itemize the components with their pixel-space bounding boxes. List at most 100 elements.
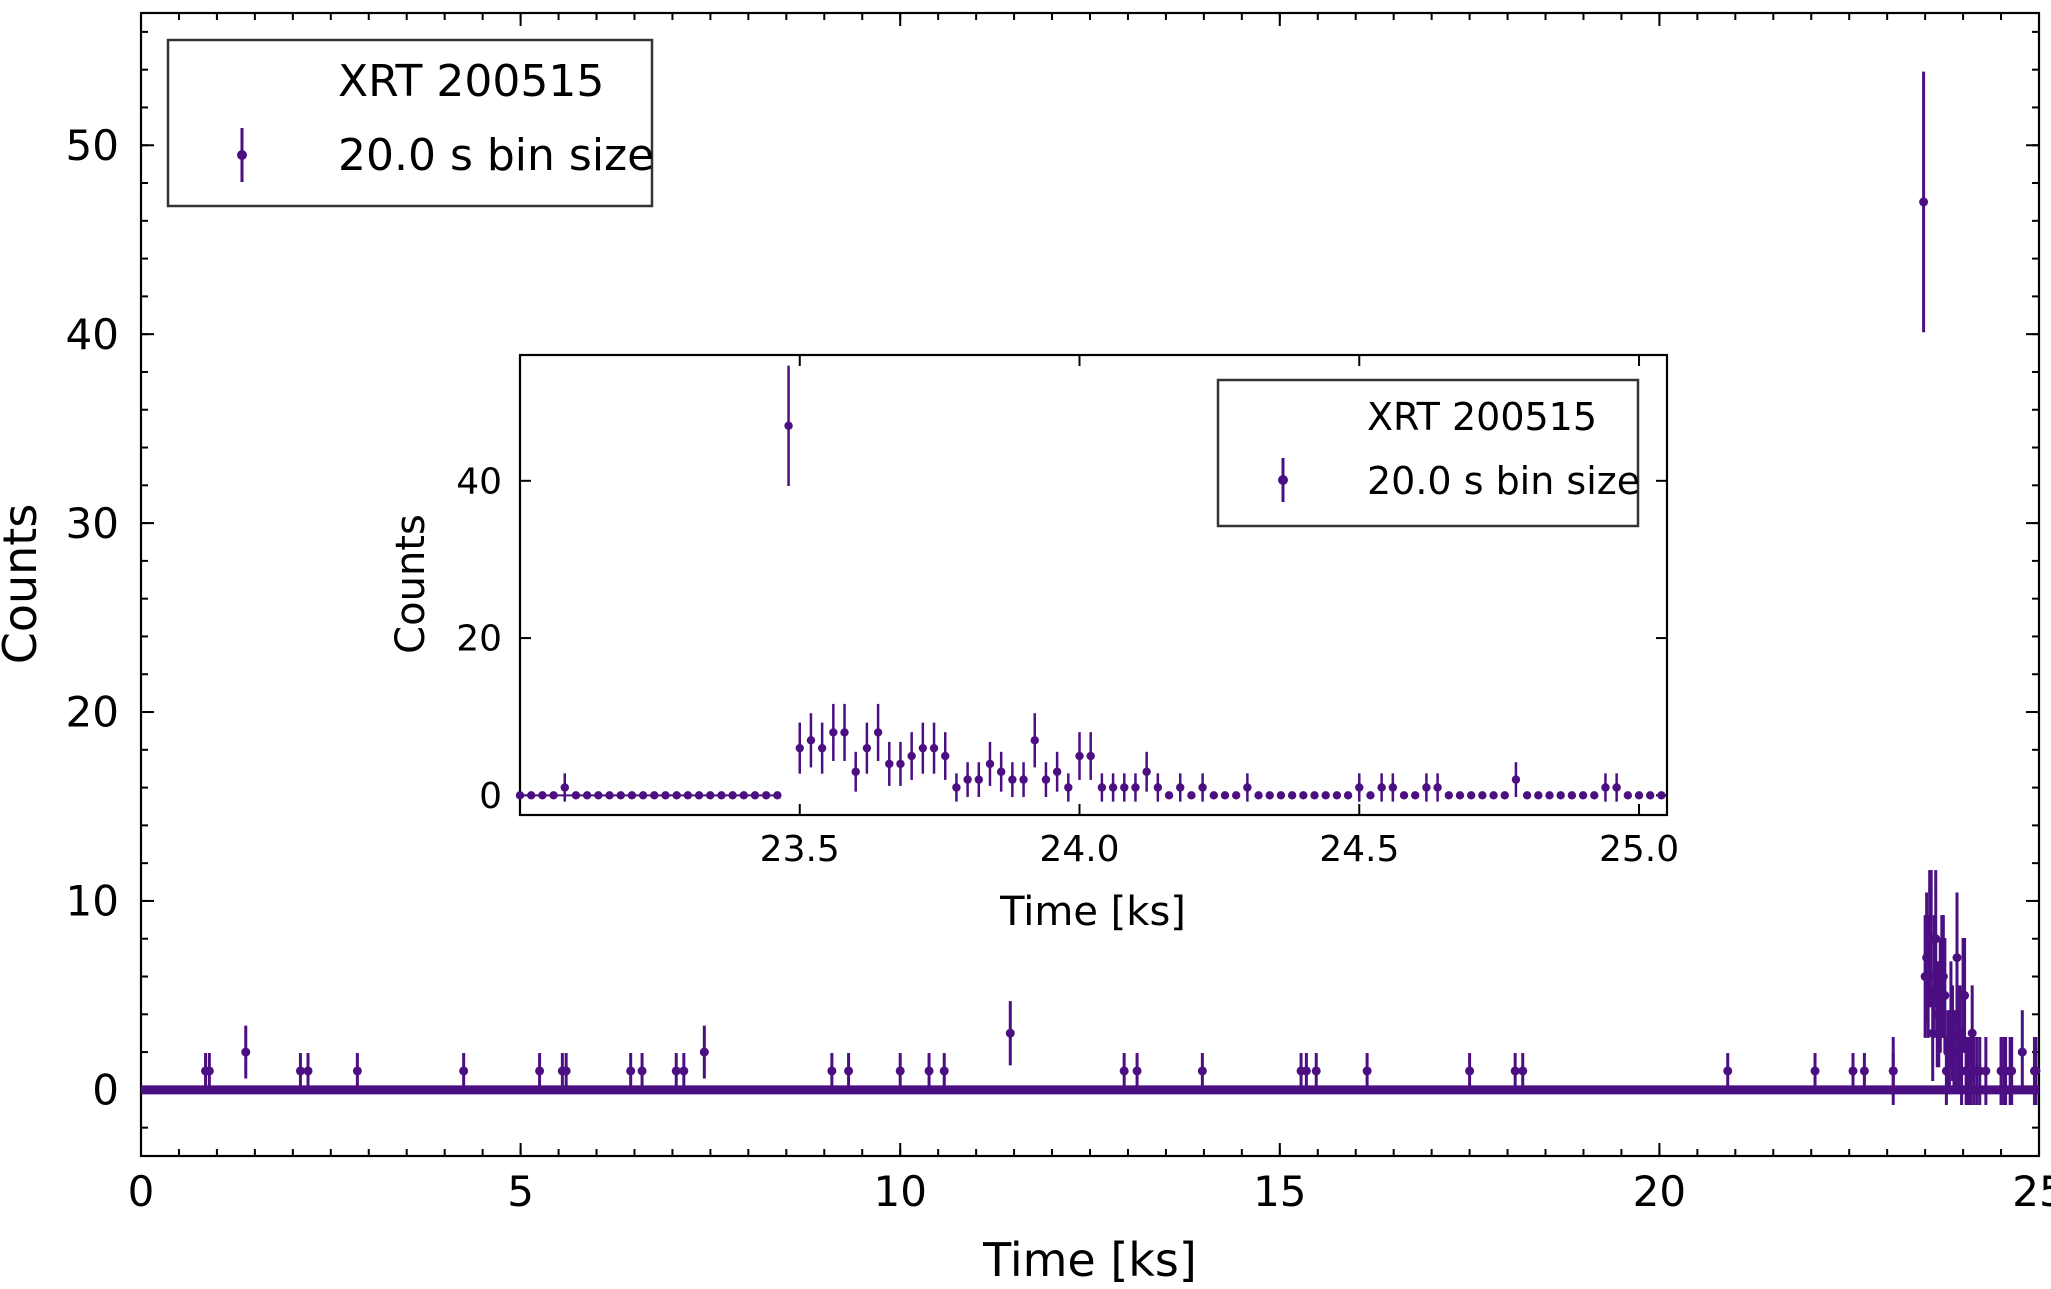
- inset-data-point: [1388, 773, 1398, 802]
- inset-legend-box: [1216, 378, 1640, 528]
- inset-x-tick: 24.5: [1319, 355, 1399, 870]
- inset-data-point: [1198, 773, 1207, 802]
- main-x-tick-label: 5: [507, 1167, 534, 1216]
- inset-data-point: [1287, 791, 1297, 800]
- inset-data-point: [862, 722, 872, 774]
- inset-data-point: [1366, 791, 1375, 800]
- inset-data-point: [952, 773, 961, 802]
- main-data-point: [295, 1053, 305, 1089]
- main-x-tick-label: 10: [873, 1167, 926, 1216]
- inset-data-point: [795, 722, 804, 774]
- main-x-tick: 5: [507, 13, 534, 1216]
- inset-plot-frame: [518, 353, 1669, 817]
- main-data-point: [637, 1053, 647, 1089]
- inset-data-point: [1556, 791, 1565, 800]
- inset-data-point: [996, 751, 1006, 792]
- main-data-point: [1197, 1053, 1207, 1089]
- inset-data-point: [560, 773, 569, 802]
- inset-data-point: [1466, 791, 1476, 800]
- main-data-point: [241, 1025, 251, 1079]
- main-x-tick-label: 25: [2012, 1167, 2051, 1216]
- inset-data-point: [1522, 791, 1532, 800]
- main-data-point: [1848, 1053, 1858, 1089]
- inset-data-point: [1612, 773, 1621, 802]
- inset-ticks: 23.5 24.0 24.5 25.0 0 20 40: [456, 355, 1679, 870]
- inset-data-point: [1534, 791, 1543, 800]
- inset-data-point: [1231, 791, 1241, 800]
- inset-data-point: [1545, 791, 1554, 800]
- inset-data-point: [1355, 773, 1364, 802]
- inset-legend-title: XRT 200515: [1367, 395, 1597, 439]
- inset-data-point: [784, 365, 793, 486]
- inset-data-point: [1265, 791, 1274, 800]
- main-y-tick-label: 50: [66, 121, 119, 170]
- main-data-point: [1005, 1001, 1015, 1066]
- inset-data-point: [829, 703, 838, 761]
- main-data-point: [1859, 1053, 1869, 1089]
- main-y-tick-label: 20: [66, 688, 119, 737]
- inset-data-point: [885, 741, 894, 786]
- inset-data-point: [1455, 791, 1465, 800]
- main-data-point: [459, 1053, 469, 1089]
- inset-data-point: [1478, 791, 1487, 800]
- main-data-point: [352, 1053, 362, 1089]
- inset-data-point: [985, 741, 995, 786]
- inset-data-point: [1243, 773, 1252, 802]
- inset-data-point: [1220, 791, 1230, 800]
- inset-data-point: [1209, 791, 1218, 800]
- inset-data-point: [817, 722, 827, 774]
- inset-x-tick: 25.0: [1599, 355, 1679, 870]
- inset-data-point: [907, 732, 916, 780]
- inset-data-point: [896, 741, 905, 786]
- main-data-point: [303, 1053, 313, 1089]
- inset-data-point: [1634, 791, 1644, 800]
- main-x-tick-label: 20: [1633, 1167, 1686, 1216]
- main-x-tick-label: 15: [1253, 1167, 1306, 1216]
- inset-data-point: [1321, 791, 1330, 800]
- inset-legend: XRT 200515 20.0 s bin size: [1216, 378, 1640, 528]
- inset-data-point: [1310, 791, 1319, 800]
- main-x-tick-label: 0: [128, 1167, 155, 1216]
- inset-data-point: [1343, 791, 1353, 800]
- inset-x-tick-label: 25.0: [1599, 829, 1679, 870]
- inset-data-point: [1176, 773, 1185, 802]
- main-data-point: [1518, 1053, 1528, 1089]
- main-data-point: [679, 1053, 689, 1089]
- inset-y-tick: 40: [456, 461, 1667, 502]
- main-data-point: [1723, 1053, 1733, 1089]
- inset-data-point: [974, 762, 983, 798]
- inset-data-point: [941, 732, 950, 780]
- inset-x-axis-label: Time [ks]: [999, 889, 1186, 935]
- inset-legend-marker: [1278, 458, 1288, 502]
- main-x-tick: 25: [2012, 13, 2051, 1216]
- inset-y-tick-label: 40: [456, 461, 502, 502]
- inset-data-point: [1590, 791, 1599, 800]
- main-data-point: [561, 1053, 571, 1089]
- main-flare-point: [2031, 1036, 2041, 1105]
- inset-data-point: [1108, 773, 1118, 802]
- main-data: [141, 71, 2041, 1105]
- main-panel: 0 5 10 15 20 25 0 10 20 30 40 50 Time [ks] Counts X…: [0, 11, 2051, 1287]
- inset-x-tick: 23.5: [760, 355, 840, 870]
- inset-data-point: [851, 751, 860, 792]
- inset-data-point: [1153, 773, 1163, 802]
- inset-data-point: [1052, 751, 1062, 792]
- main-data-point: [1311, 1053, 1321, 1089]
- inset-data-point: [1019, 762, 1028, 798]
- inset-data-point: [1276, 791, 1286, 800]
- inset-data-point: [1511, 762, 1521, 798]
- main-data-point: [626, 1053, 636, 1089]
- inset-data-point: [873, 703, 883, 761]
- main-legend-box: [166, 38, 654, 208]
- inset-data-point: [1187, 791, 1196, 800]
- inset-y-tick-label: 20: [456, 619, 502, 660]
- inset-x-tick-label: 24.0: [1039, 829, 1119, 870]
- inset-data-point: [1299, 791, 1308, 800]
- inset-data-point: [1500, 791, 1509, 800]
- main-y-tick: 20: [66, 688, 2039, 737]
- main-data-point: [1919, 71, 1929, 333]
- inset-data-point: [1399, 791, 1409, 800]
- main-flare-point: [1967, 985, 1977, 1082]
- main-data-point: [827, 1053, 837, 1089]
